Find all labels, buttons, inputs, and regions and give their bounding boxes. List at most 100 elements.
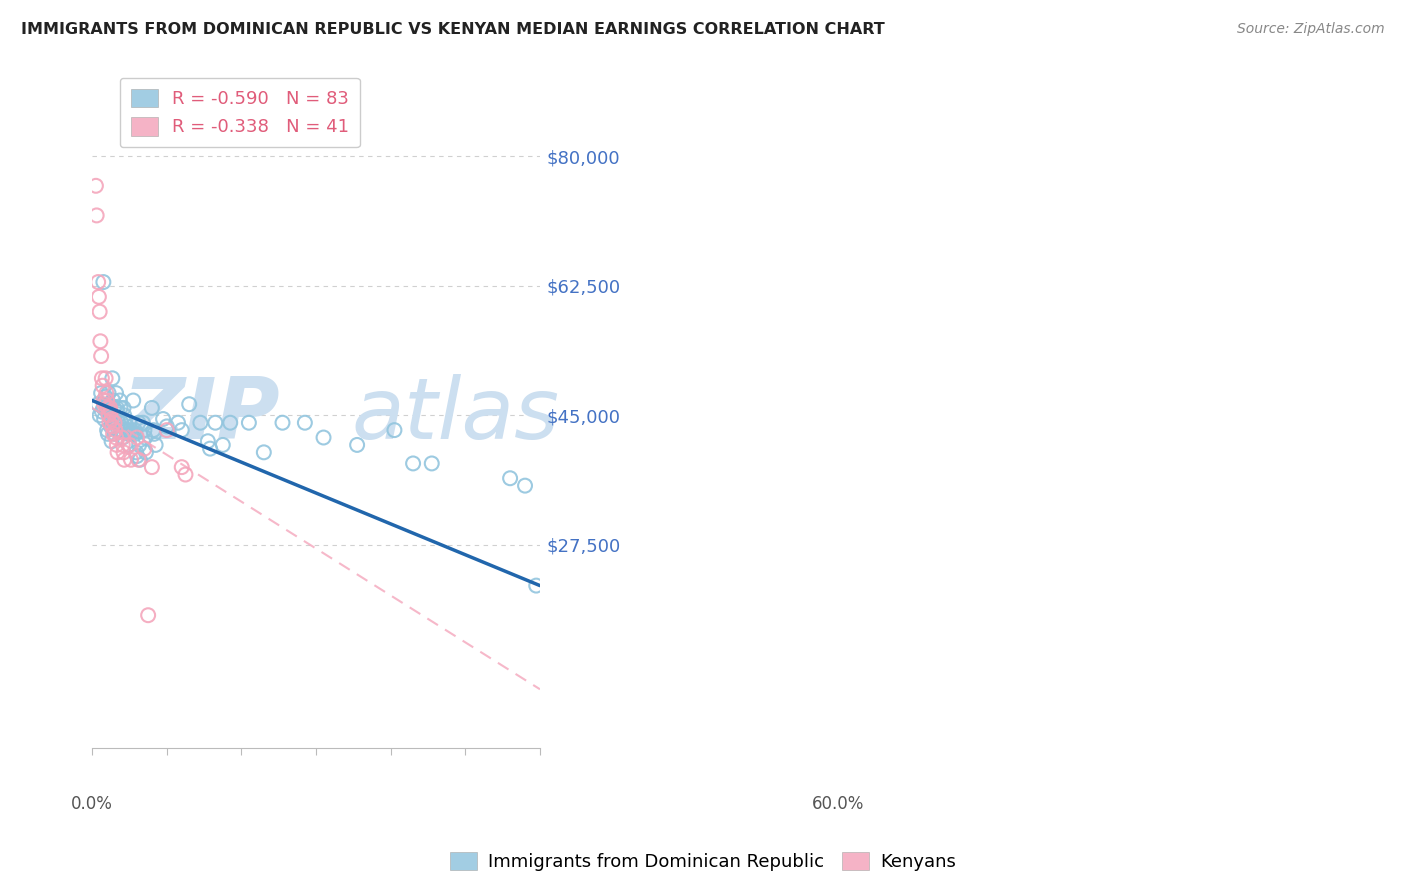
Point <box>111 431 134 445</box>
Point <box>84 178 107 193</box>
Point <box>143 426 166 441</box>
Point <box>124 426 146 441</box>
Point <box>420 457 443 471</box>
Point <box>101 393 124 408</box>
Point <box>197 434 219 449</box>
Point <box>89 304 111 318</box>
Point <box>167 416 190 430</box>
Point <box>190 416 212 430</box>
Point <box>145 438 167 452</box>
Point <box>104 423 127 437</box>
Y-axis label: Median Earnings: Median Earnings <box>0 346 8 484</box>
Legend: R = -0.590   N = 83, R = -0.338   N = 41: R = -0.590 N = 83, R = -0.338 N = 41 <box>120 78 360 147</box>
Point <box>105 438 128 452</box>
Point <box>89 334 111 349</box>
Point <box>97 386 120 401</box>
Point <box>100 419 122 434</box>
Point <box>111 438 134 452</box>
Point <box>271 416 294 430</box>
Point <box>98 401 121 415</box>
Point <box>93 401 115 415</box>
Point <box>93 393 115 408</box>
Point <box>312 431 335 445</box>
Text: 60.0%: 60.0% <box>813 795 865 814</box>
Point <box>384 423 406 437</box>
Point <box>141 460 163 475</box>
Point <box>118 438 141 452</box>
Point <box>105 431 128 445</box>
Point <box>112 409 135 423</box>
Point <box>120 452 142 467</box>
Point <box>107 445 129 459</box>
Point <box>129 452 152 467</box>
Point <box>96 386 118 401</box>
Point <box>135 445 157 459</box>
Point <box>134 442 156 456</box>
Point <box>141 401 163 415</box>
Point <box>112 452 135 467</box>
Point <box>127 452 149 467</box>
Point <box>90 404 112 418</box>
Point <box>118 416 141 430</box>
Point <box>111 423 134 437</box>
Point <box>98 409 121 423</box>
Point <box>94 371 117 385</box>
Point <box>120 423 142 437</box>
Point <box>174 467 197 482</box>
Point <box>204 416 226 430</box>
Point <box>101 371 124 385</box>
Point <box>89 409 111 423</box>
Point <box>87 275 110 289</box>
Point <box>90 386 112 401</box>
Point <box>134 423 156 437</box>
Point <box>198 442 221 456</box>
Point <box>96 393 118 408</box>
Text: atlas: atlas <box>352 374 560 457</box>
Point <box>110 401 132 415</box>
Point <box>100 412 122 426</box>
Point <box>103 426 125 441</box>
Point <box>100 434 122 449</box>
Point <box>294 416 316 430</box>
Point <box>170 423 193 437</box>
Point <box>134 431 156 445</box>
Point <box>115 419 138 434</box>
Point <box>112 445 135 459</box>
Point <box>513 478 536 492</box>
Point <box>124 423 146 437</box>
Point <box>346 438 368 452</box>
Text: ZIP: ZIP <box>122 374 280 457</box>
Point <box>238 416 260 430</box>
Text: 0.0%: 0.0% <box>72 795 112 814</box>
Point <box>136 608 159 623</box>
Point <box>156 423 179 437</box>
Point <box>93 397 115 411</box>
Point <box>96 404 118 418</box>
Point <box>170 460 193 475</box>
Point <box>117 423 139 437</box>
Point <box>108 393 131 408</box>
Point <box>97 426 120 441</box>
Point <box>103 412 125 426</box>
Point <box>402 457 425 471</box>
Point <box>90 349 112 363</box>
Point <box>156 419 179 434</box>
Text: Source: ZipAtlas.com: Source: ZipAtlas.com <box>1237 22 1385 37</box>
Legend: Immigrants from Dominican Republic, Kenyans: Immigrants from Dominican Republic, Keny… <box>443 845 963 879</box>
Point <box>211 438 233 452</box>
Point <box>90 371 112 385</box>
Point <box>101 419 124 434</box>
Text: IMMIGRANTS FROM DOMINICAN REPUBLIC VS KENYAN MEDIAN EARNINGS CORRELATION CHART: IMMIGRANTS FROM DOMINICAN REPUBLIC VS KE… <box>21 22 884 37</box>
Point <box>96 423 118 437</box>
Point <box>117 426 139 441</box>
Point <box>93 275 115 289</box>
Point <box>103 401 125 415</box>
Point <box>122 393 145 408</box>
Point <box>152 412 174 426</box>
Point <box>107 423 129 437</box>
Point <box>98 397 121 411</box>
Point <box>128 438 150 452</box>
Point <box>96 401 118 415</box>
Point <box>114 423 136 437</box>
Point <box>125 431 148 445</box>
